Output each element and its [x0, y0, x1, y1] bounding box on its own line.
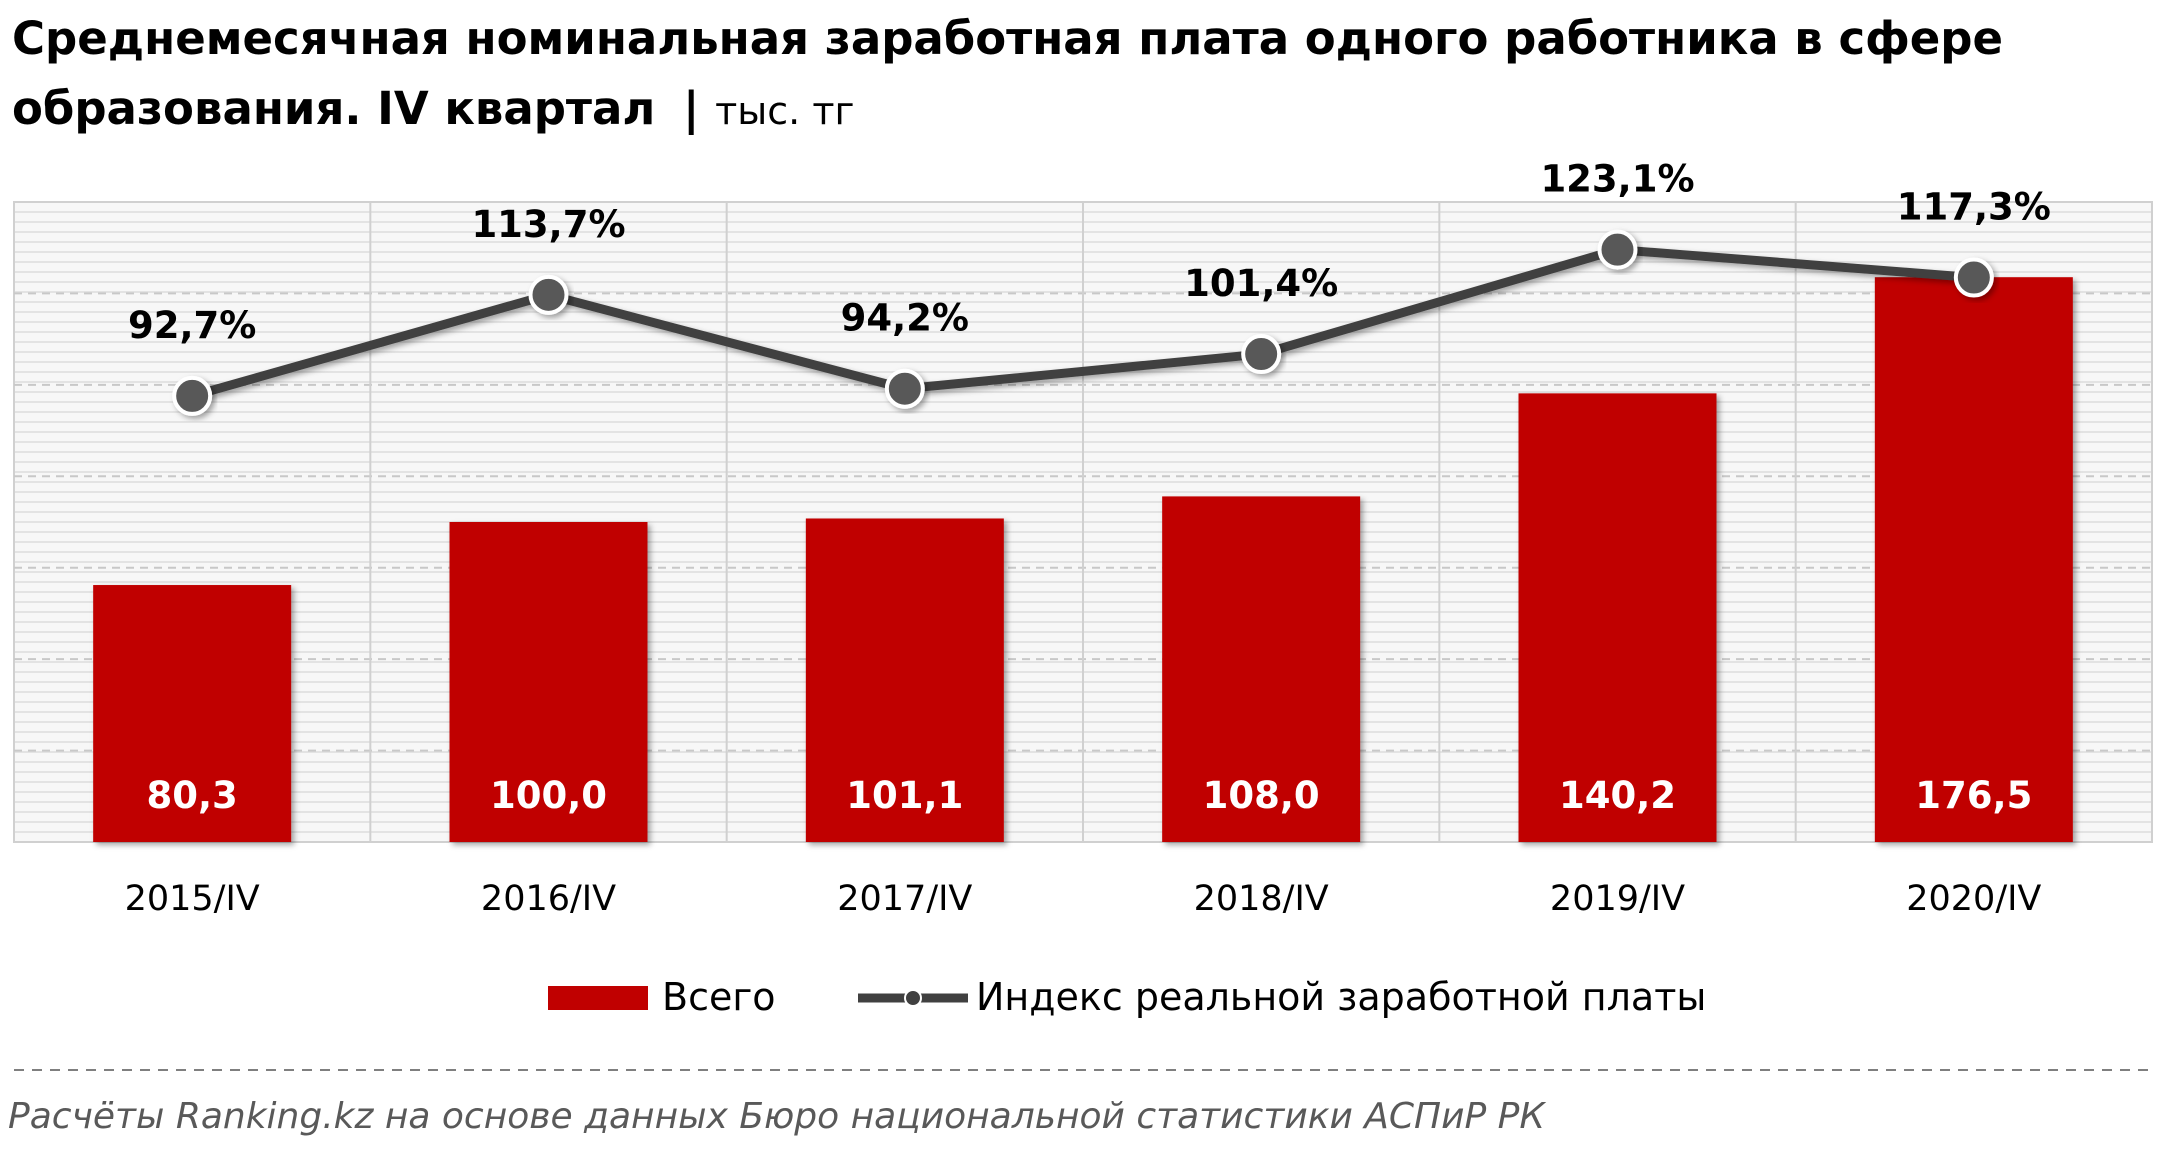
labels-layer: 80,3 100,0 101,1 108,0 140,2 176,5 92,7% 113,7%…: [128, 158, 2051, 817]
line-point-label: 94,2%: [841, 297, 969, 340]
line-point-label: 117,3%: [1897, 186, 2051, 229]
bar-value-label: 176,5: [1915, 774, 2032, 817]
line-point-label: 113,7%: [471, 203, 625, 246]
bar-2020-IV: [1874, 277, 2073, 842]
bars-layer: [93, 277, 2073, 842]
line-point-marker: [1597, 229, 1638, 270]
bar-value-label: 140,2: [1559, 774, 1676, 817]
source-note: Расчёты Ranking.kz на основе данных Бюро…: [8, 1096, 1545, 1137]
line-point-marker: [884, 368, 925, 409]
line-layer: [172, 229, 1994, 416]
x-tick-label: 2019/IV: [1550, 879, 1685, 919]
line-point-label: 101,4%: [1184, 262, 1338, 305]
bar-2016-IV: [449, 522, 648, 842]
x-tick-label: 2015/IV: [125, 879, 260, 919]
bar-value-label: 100,0: [490, 774, 607, 817]
x-tick-label: 2016/IV: [481, 879, 616, 919]
bar-value-label: 108,0: [1203, 774, 1320, 817]
legend-swatch-marker: [904, 989, 922, 1007]
x-axis-ticks: 2015/IV 2016/IV 2017/IV 2018/IV 2019/IV 2020/…: [125, 879, 2042, 919]
line-point-marker: [1241, 334, 1282, 375]
grid-layer: [14, 202, 2152, 842]
legend: Всего Индекс реальной заработной платы: [548, 975, 1706, 1019]
chart-title: Среднемесячная номинальная заработная пл…: [12, 4, 2132, 146]
bar-2019-IV: [1518, 393, 1717, 842]
x-tick-label: 2020/IV: [1906, 879, 2041, 919]
bar-2017-IV: [805, 518, 1004, 842]
line-real-wage-index: [190, 245, 1975, 401]
bar-2015-IV: [93, 585, 292, 842]
legend-label-bar: Всего: [662, 975, 776, 1019]
legend-swatch-bar: [548, 986, 648, 1010]
x-tick-label: 2017/IV: [837, 879, 972, 919]
chart-title-text: Среднемесячная номинальная заработная пл…: [12, 12, 2004, 135]
bar-value-label: 101,1: [846, 774, 963, 817]
unit-label: тыс. тг: [715, 89, 855, 133]
bar-value-label: 80,3: [147, 774, 238, 817]
x-tick-label: 2018/IV: [1194, 879, 1329, 919]
unit-separator: |: [683, 82, 700, 135]
line-point-marker: [528, 274, 569, 315]
line-point-marker: [1953, 257, 1994, 298]
bar-2018-IV: [1162, 496, 1361, 842]
line-point-label: 123,1%: [1540, 158, 1694, 201]
legend-label-line: Индекс реальной заработной платы: [976, 975, 1706, 1019]
line-point-marker: [172, 375, 213, 416]
line-point-label: 92,7%: [128, 304, 256, 347]
